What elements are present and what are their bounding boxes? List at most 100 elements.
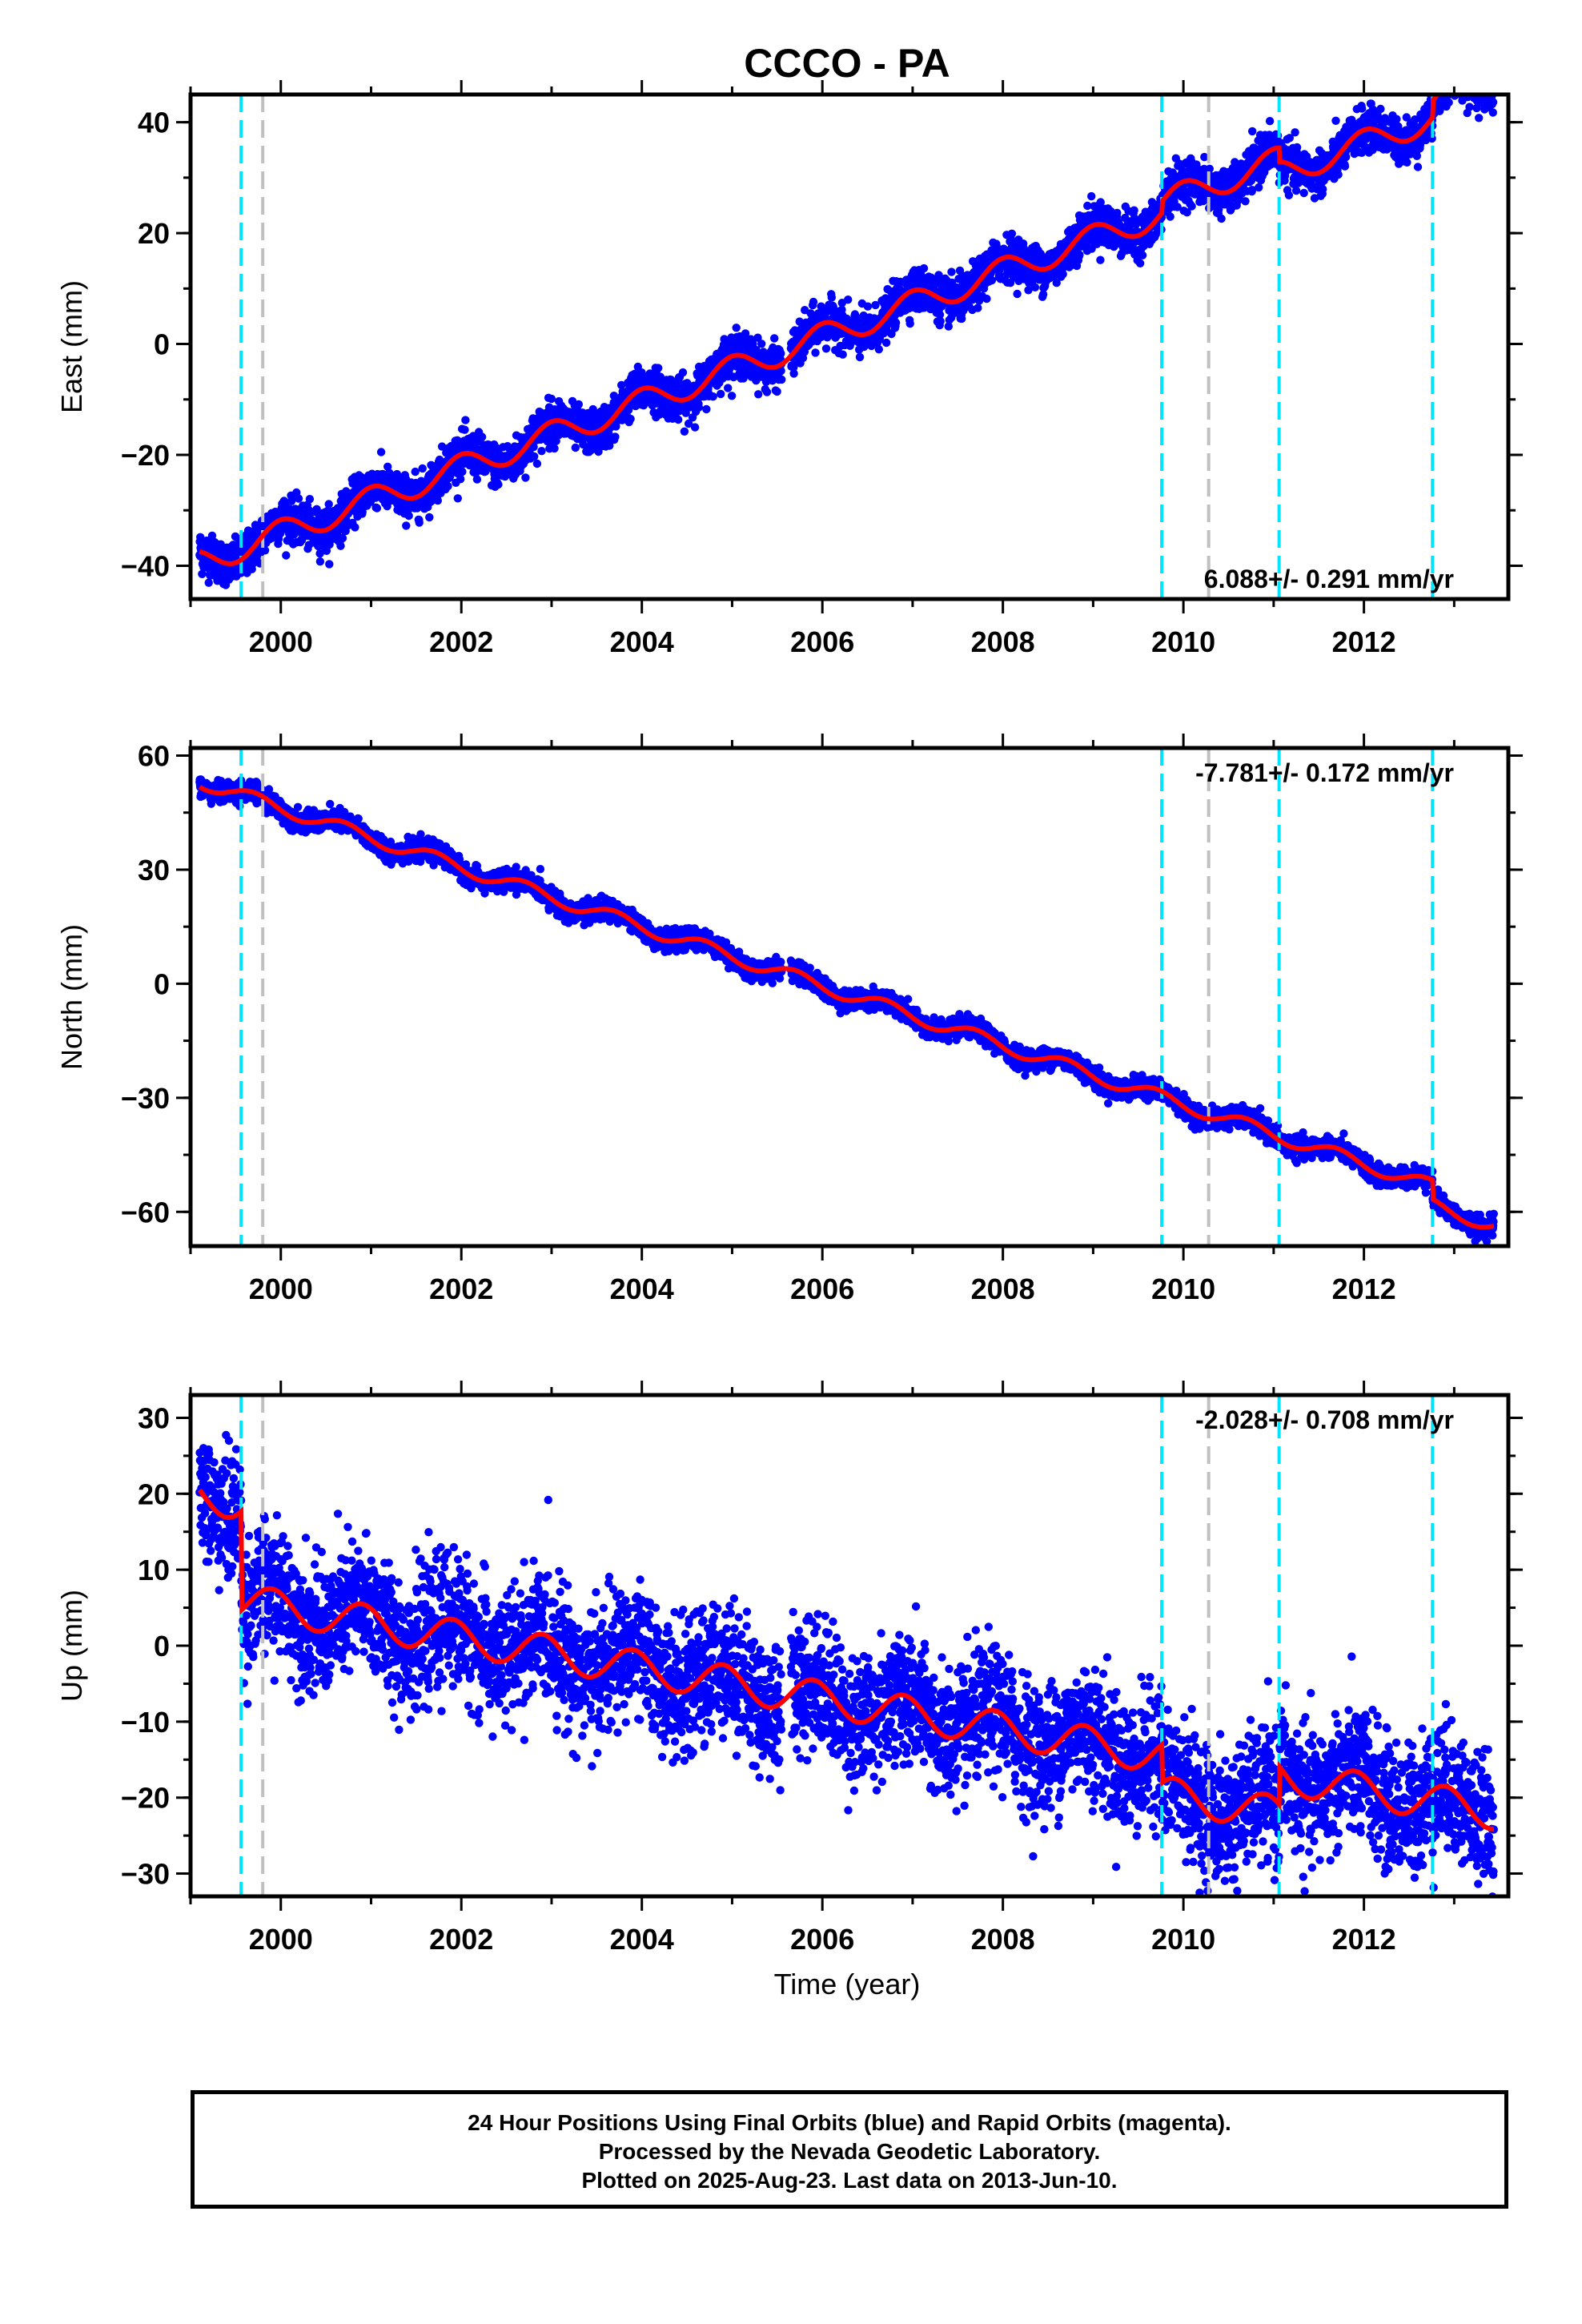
data-point: [1200, 152, 1209, 162]
data-point: [196, 533, 205, 541]
data-point: [709, 392, 717, 401]
data-point: [821, 344, 831, 353]
data-point: [754, 390, 763, 399]
data-point: [702, 404, 711, 414]
data-point: [1255, 183, 1263, 192]
data-point: [1292, 143, 1302, 152]
data-point: [1358, 104, 1367, 113]
data-point: [1411, 115, 1419, 124]
data-point: [1217, 214, 1226, 223]
data-point: [1291, 128, 1299, 137]
data-point: [935, 310, 945, 320]
data-point: [477, 432, 487, 441]
data-point: [243, 526, 253, 535]
data-point: [1437, 80, 1445, 88]
data-point: [626, 414, 635, 424]
data-point: [1151, 230, 1161, 239]
data-point: [982, 294, 991, 304]
data-point: [336, 541, 345, 550]
data-point: [987, 275, 997, 285]
data-point: [1412, 151, 1422, 160]
data-point: [887, 329, 896, 339]
data-point: [773, 387, 781, 396]
data-point: [453, 494, 462, 503]
data-point: [418, 464, 427, 473]
data-point: [1075, 250, 1084, 259]
data-point: [1334, 170, 1343, 179]
data-point: [777, 375, 786, 384]
data-point: [1291, 186, 1301, 195]
data-point: [1013, 289, 1022, 299]
data-point: [1299, 188, 1308, 198]
data-point: [1058, 270, 1067, 279]
data-point: [1247, 186, 1257, 195]
data-point: [1205, 164, 1215, 173]
data-point: [1403, 158, 1411, 167]
data-point: [282, 551, 291, 560]
data-point: [1376, 104, 1385, 114]
data-point: [921, 279, 931, 288]
data-point: [947, 267, 956, 276]
data-point: [958, 314, 966, 324]
data-point: [315, 549, 324, 558]
data-point: [1432, 81, 1440, 89]
data-point: [724, 384, 733, 392]
data-point: [376, 448, 386, 456]
data-point: [305, 495, 315, 504]
data-point: [827, 293, 837, 302]
data-point: [1241, 197, 1250, 206]
data-point: [919, 263, 929, 273]
data-point: [905, 319, 914, 328]
data-point: [204, 578, 213, 587]
data-point: [324, 500, 333, 509]
data-point: [770, 334, 779, 343]
data-point: [757, 340, 766, 348]
data-point: [322, 546, 331, 555]
data-point: [425, 513, 434, 522]
data-point: [871, 300, 880, 310]
data-point: [415, 518, 424, 527]
data-point: [1392, 115, 1401, 123]
data-point: [1030, 283, 1040, 292]
data-point: [891, 318, 901, 328]
data-point: [574, 400, 583, 409]
data-point: [881, 338, 891, 348]
data-point: [1087, 191, 1096, 201]
data-point: [717, 389, 725, 399]
data-point: [1402, 113, 1411, 122]
scatter-points-east: [195, 79, 1498, 589]
data-point: [1166, 212, 1174, 221]
data-point: [1113, 208, 1122, 218]
data-point: [811, 348, 820, 357]
data-point: [874, 345, 884, 354]
data-point: [1342, 152, 1351, 162]
data-point: [732, 324, 741, 332]
data-point: [1265, 117, 1275, 126]
data-point: [351, 523, 359, 532]
data-point: [694, 403, 703, 412]
data-point: [844, 296, 853, 304]
data-point: [325, 560, 334, 569]
data-point: [1434, 82, 1442, 90]
data-point: [1130, 206, 1138, 215]
data-point: [460, 425, 469, 434]
data-point: [690, 423, 700, 432]
data-point: [1248, 127, 1257, 136]
data-point: [1285, 134, 1295, 143]
data-point: [494, 480, 503, 489]
data-point: [1083, 201, 1092, 211]
data-point: [1038, 290, 1048, 299]
data-point: [458, 467, 467, 476]
data-point: [1437, 79, 1445, 87]
data-point: [863, 302, 873, 311]
data-point: [404, 511, 413, 521]
data-point: [433, 496, 442, 505]
data-point: [315, 557, 325, 566]
data-point: [1096, 198, 1105, 207]
data-point: [1096, 255, 1105, 264]
data-point: [1284, 191, 1294, 199]
data-point: [1182, 208, 1191, 217]
data-point: [207, 531, 217, 541]
